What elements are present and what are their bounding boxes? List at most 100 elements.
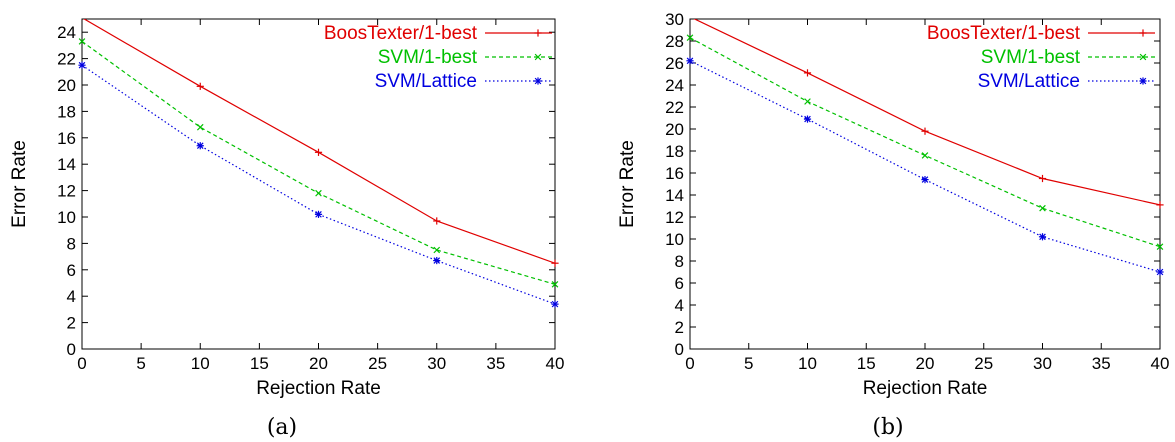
y-tick-label: 24 [665,76,684,95]
panel-caption: (a) [267,415,297,440]
data-point [1039,204,1046,212]
data-point [433,217,441,225]
y-tick-label: 4 [67,287,76,306]
data-point [1156,268,1164,276]
legend-marker [1139,77,1147,85]
x-tick-label: 25 [974,354,993,373]
y-tick-label: 22 [665,98,684,117]
y-tick-label: 6 [675,274,684,293]
chart-panel-a: 0 5 10 15 20 25 30 35 40024681012141618202224Rej… [9,18,564,440]
data-point [433,246,441,254]
x-tick-label: 0 [685,354,694,373]
y-tick-label: 4 [675,296,684,315]
data-point [315,189,322,197]
y-tick-label: 8 [67,234,76,253]
y-tick-label: 16 [57,129,76,148]
x-axis-title: Rejection Rate [256,378,381,399]
y-tick-label: 10 [57,208,76,227]
y-tick-label: 2 [675,318,684,337]
y-tick-label: 28 [665,32,684,51]
x-tick-label: 15 [857,354,876,373]
legend-marker [534,53,542,61]
legend-marker [1139,29,1147,37]
x-tick-label: 0 [77,354,86,373]
y-tick-label: 2 [67,314,76,333]
data-point [196,82,204,90]
x-tick-label: 40 [546,354,565,373]
legend-label: SVM/1-best [981,47,1081,68]
data-point [1156,243,1164,251]
y-tick-label: 14 [665,186,684,205]
y-tick-label: 10 [665,230,684,249]
data-point [1038,233,1047,241]
legend-marker [534,77,542,85]
data-point [921,152,929,159]
y-axis-title: Error Rate [9,140,30,228]
data-point [314,210,323,218]
data-point [196,123,204,131]
series-line-2 [690,60,1160,273]
data-point [921,176,929,184]
x-tick-label: 40 [1151,354,1170,373]
data-point [78,61,86,69]
series-line-2 [82,64,555,305]
plot-frame [689,18,1161,350]
y-tick-label: 6 [67,261,76,280]
x-axis-title: Rejection Rate [863,378,988,399]
data-point [78,38,86,45]
x-tick-label: 15 [250,354,269,373]
y-tick-label: 18 [665,142,684,161]
y-tick-label: 16 [665,164,684,183]
data-point [686,34,694,42]
data-point [551,281,559,288]
x-tick-label: 20 [916,354,935,373]
series-line-1 [82,40,555,285]
y-tick-label: 12 [57,182,76,201]
data-point [1038,174,1047,183]
series-line-0 [83,19,555,264]
y-tick-label: 8 [675,252,684,271]
legend-marker [1139,53,1147,61]
legend-label: SVM/1-best [378,47,478,68]
x-tick-label: 35 [1092,354,1111,373]
data-point [551,300,559,308]
y-tick-label: 0 [67,340,76,359]
panel-caption: (b) [872,415,903,440]
data-point [921,127,929,135]
x-tick-label: 35 [486,354,505,373]
legend-label: BoosTexter/1-best [324,23,478,44]
x-tick-label: 25 [368,354,387,373]
data-point [433,256,441,265]
data-point [803,69,812,77]
data-point [314,148,323,156]
data-point [686,57,694,65]
y-tick-label: 24 [57,23,76,42]
x-tick-label: 5 [744,354,753,373]
data-point [551,259,559,267]
plot-frame [81,18,556,350]
x-tick-label: 20 [309,354,328,373]
x-tick-label: 30 [1033,354,1052,373]
legend-marker [534,29,542,37]
legend-label: SVM/Lattice [978,71,1080,92]
chart-panel-b: 0 5 10 15 20 25 30 35 40024681012141618202224262… [617,10,1169,440]
data-point [1156,201,1164,209]
data-point [196,142,204,150]
legend-label: BoosTexter/1-best [927,23,1081,44]
y-tick-label: 14 [57,155,76,174]
data-point [804,98,811,105]
x-tick-label: 10 [798,354,817,373]
series-line-1 [690,37,1160,248]
x-tick-label: 5 [136,354,145,373]
y-tick-label: 26 [665,54,684,73]
y-tick-label: 18 [57,102,76,121]
x-tick-label: 10 [191,354,210,373]
y-tick-label: 0 [675,340,684,359]
y-tick-label: 20 [57,76,76,95]
y-tick-label: 30 [665,10,684,29]
data-point [803,115,812,123]
x-tick-label: 30 [427,354,446,373]
legend-label: SVM/Lattice [375,71,477,92]
y-tick-label: 12 [665,208,684,227]
